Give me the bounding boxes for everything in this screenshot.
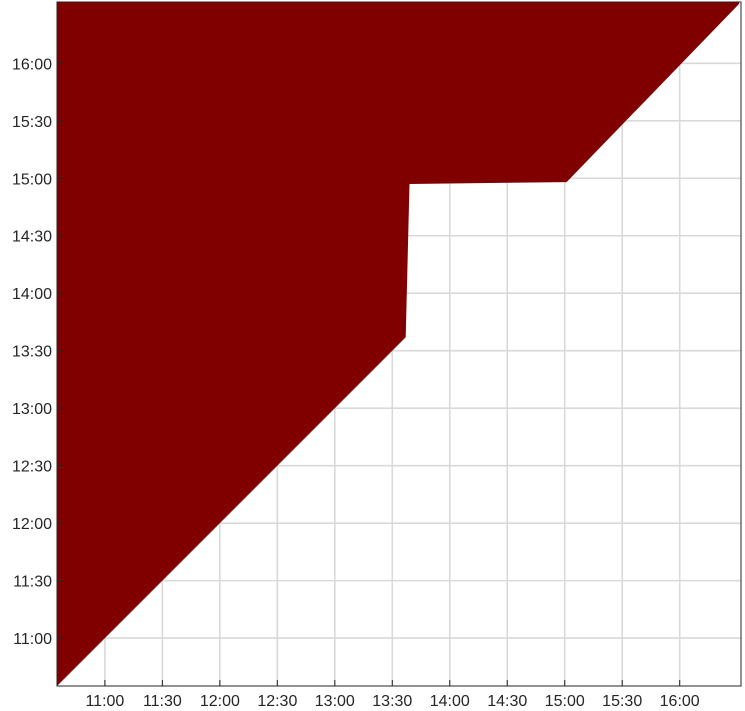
y-tick-label: 16:00 — [12, 56, 52, 73]
y-tick-label: 14:00 — [12, 286, 52, 303]
x-tick-label: 13:00 — [315, 693, 355, 710]
y-tick-label: 12:00 — [12, 516, 52, 533]
y-tick-label: 15:30 — [12, 114, 52, 131]
x-tick-label: 13:30 — [372, 693, 412, 710]
x-tick-label: 11:00 — [85, 693, 124, 710]
y-tick-label: 13:30 — [12, 344, 52, 361]
y-tick-label: 15:00 — [12, 171, 52, 188]
x-tick-label: 11:30 — [143, 693, 182, 710]
tick-marks — [57, 62, 681, 686]
x-tick-labels: 11:00 11:30 12:00 12:30 13:00 13:30 14:00 14:30… — [85, 693, 699, 710]
x-tick-label: 15:00 — [545, 693, 585, 710]
x-tick-label: 14:00 — [430, 693, 470, 710]
y-tick-label: 11:30 — [13, 574, 52, 591]
y-tick-label: 12:30 — [12, 459, 52, 476]
y-tick-labels: 11:00 11:30 12:00 12:30 13:00 13:30 14:00 14:30… — [12, 56, 52, 648]
x-tick-label: 12:30 — [257, 693, 297, 710]
axes-frame — [56, 1, 742, 687]
y-tick-label: 11:00 — [13, 631, 52, 648]
x-tick-label: 15:30 — [602, 693, 642, 710]
y-tick-label: 14:30 — [12, 229, 52, 246]
y-tick-label: 13:00 — [12, 401, 52, 418]
x-tick-label: 16:00 — [660, 693, 700, 710]
x-tick-label: 14:30 — [487, 693, 527, 710]
filled-region-layer — [57, 2, 740, 686]
filled-region — [57, 2, 740, 686]
x-tick-label: 12:00 — [200, 693, 240, 710]
